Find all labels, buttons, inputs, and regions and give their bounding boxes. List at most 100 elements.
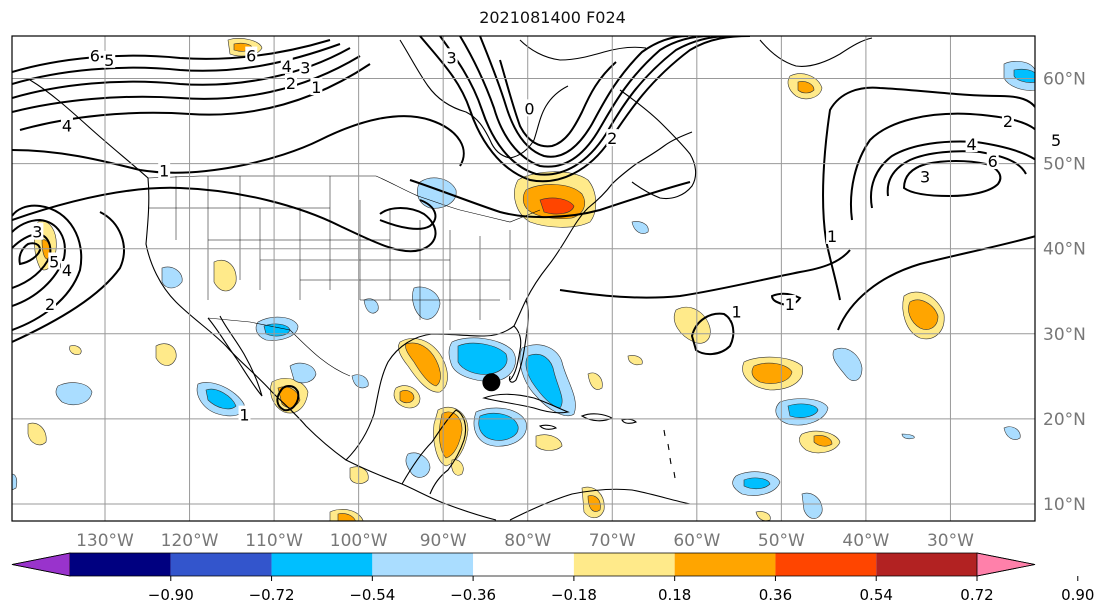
contour-line xyxy=(12,232,52,289)
contour-label-bg xyxy=(60,260,73,278)
contour-label-bg xyxy=(280,56,293,74)
contour-label: 1 xyxy=(311,78,321,97)
shade-blob xyxy=(751,362,793,384)
lat-tick-label: 30°N xyxy=(1043,325,1086,345)
contour-label: 3 xyxy=(300,58,310,77)
coastline xyxy=(619,89,697,200)
shade-blob xyxy=(205,388,237,410)
contour-line xyxy=(886,150,1027,197)
colorbar-tick-label: −0.90 xyxy=(148,586,194,604)
colorbar-outline xyxy=(11,552,1036,577)
contour-label: 3 xyxy=(32,223,42,242)
colorbar-segment xyxy=(473,553,574,576)
shade-blob xyxy=(417,177,457,209)
shade-blob xyxy=(69,345,82,355)
border xyxy=(207,317,351,377)
shade-blob xyxy=(901,433,915,440)
contour-label: 3 xyxy=(447,48,457,67)
lon-tick-label: 70°W xyxy=(589,531,636,551)
contour-label-bg xyxy=(606,129,619,147)
shade-blob xyxy=(405,342,441,387)
contour-label-bg xyxy=(158,161,171,179)
colorbar-segment xyxy=(372,553,474,576)
lon-tick-label: 130°W xyxy=(76,531,134,551)
contour-line xyxy=(690,312,735,356)
contour-line xyxy=(822,86,1035,241)
shade-blob xyxy=(813,435,833,447)
shade-blob xyxy=(351,374,369,389)
contour-label-bg xyxy=(310,78,323,96)
colorbar-extend-min xyxy=(11,552,71,577)
coastline xyxy=(525,131,693,301)
contour-label: 5 xyxy=(104,51,114,70)
contour-line xyxy=(459,36,711,168)
contour-label-bg xyxy=(919,167,932,185)
lon-tick-label: 110°W xyxy=(245,531,303,551)
colorbar: −0.90 −0.72 −0.54 −0.36 −0.18 0.18 0.36 0.54 0.7… xyxy=(11,552,1094,604)
colorbar-segment xyxy=(674,553,776,576)
lat-tick-label: 50°N xyxy=(1043,155,1086,175)
coastline xyxy=(580,413,614,422)
colorbar-segment xyxy=(271,553,373,576)
contour-label: 6 xyxy=(90,47,100,66)
shade-blob xyxy=(539,197,575,215)
contour-line xyxy=(12,55,361,113)
contour-label-bg xyxy=(44,295,57,313)
contour-line xyxy=(12,115,465,174)
contour-line xyxy=(837,235,1035,331)
shade-blob xyxy=(55,382,93,405)
shade-blob xyxy=(797,81,815,94)
shade-blob xyxy=(412,286,441,320)
shade-blob xyxy=(535,434,563,451)
coastline xyxy=(663,429,676,479)
lat-tick-label: 60°N xyxy=(1043,70,1086,90)
colorbar-tick-label: 0.72 xyxy=(960,586,993,604)
lon-tick-label: 40°W xyxy=(842,531,889,551)
contour-line xyxy=(479,36,689,158)
contour-line xyxy=(902,160,1002,198)
lat-tick-label: 20°N xyxy=(1043,410,1086,430)
contour-line xyxy=(499,59,617,148)
contour-label: 2 xyxy=(607,129,617,148)
contour-label: 3 xyxy=(920,167,930,186)
lat-tick-label: 10°N xyxy=(1043,495,1086,515)
shade-blob xyxy=(787,403,819,418)
contour-line xyxy=(12,186,437,253)
coastline xyxy=(345,325,522,461)
contour-label: 4 xyxy=(62,261,72,280)
lat-tick-label: 40°N xyxy=(1043,240,1086,260)
state-borders xyxy=(148,176,511,330)
coastlines-and-borders xyxy=(29,37,873,521)
contour-line xyxy=(18,242,42,266)
colorbar-segment xyxy=(70,553,171,576)
shade-blob xyxy=(631,221,649,234)
shade-blob xyxy=(399,390,415,404)
contour-label: 6 xyxy=(988,152,998,171)
longitude-labels: 130°W 120°W 110°W 100°W 90°W 80°W 70°W 60°W 50°W… xyxy=(76,531,974,551)
shade-blob xyxy=(405,452,431,478)
grid-lines xyxy=(12,36,1035,521)
shade-blob xyxy=(27,422,47,446)
shade-blob xyxy=(801,492,823,519)
coastline xyxy=(621,418,638,424)
coastline xyxy=(759,37,873,67)
contour-line xyxy=(409,179,691,219)
shade-blob xyxy=(478,413,519,441)
contour-label: 1 xyxy=(159,161,169,180)
shade-blob xyxy=(743,477,771,490)
shade-blob xyxy=(161,266,183,289)
colorbar-segment xyxy=(876,553,977,576)
contour-label: 1 xyxy=(239,406,249,425)
contour-label: 4 xyxy=(966,135,976,154)
shade-blob xyxy=(451,459,464,476)
contour-label-bg xyxy=(445,48,458,66)
contour-label: 4 xyxy=(62,116,72,135)
contour-label-bg xyxy=(1050,130,1063,148)
contour-label: 2 xyxy=(286,74,296,93)
contour-label: 1 xyxy=(785,295,795,314)
contour-line xyxy=(12,218,66,307)
coastline xyxy=(399,39,569,159)
contour-line xyxy=(419,36,751,183)
colorbar-segment xyxy=(573,553,675,576)
